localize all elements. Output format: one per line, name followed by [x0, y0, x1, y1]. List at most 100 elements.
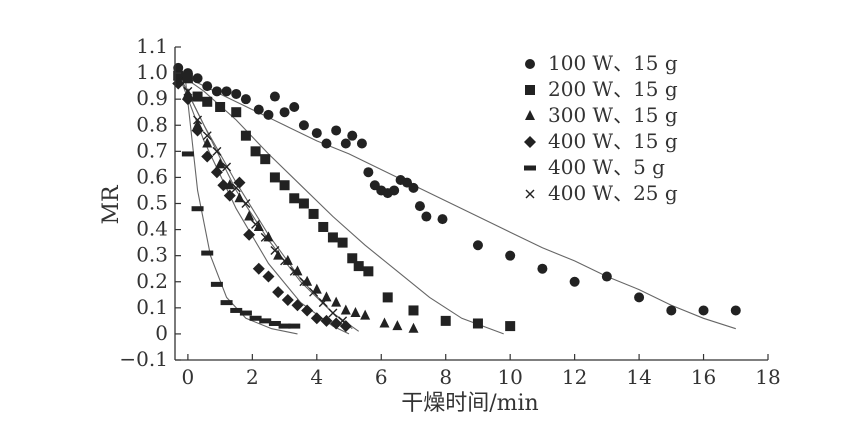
series-1-points [173, 62, 741, 316]
data-point [389, 185, 400, 196]
data-point [231, 183, 241, 193]
x-tick-label: 4 [310, 365, 323, 389]
data-point [269, 91, 280, 102]
y-tick-label: 0.8 [136, 112, 168, 136]
data-point [440, 315, 451, 326]
data-point [278, 323, 291, 329]
data-point [231, 107, 242, 118]
data-point [281, 294, 294, 307]
data-point [321, 291, 332, 302]
data-point [331, 296, 342, 307]
legend-label: 300 W、15 g [548, 103, 678, 127]
data-point [201, 250, 214, 256]
y-tick-label: 0.9 [136, 86, 168, 110]
data-point [181, 93, 194, 106]
data-point [331, 125, 342, 136]
data-point [220, 300, 233, 306]
data-point [215, 158, 226, 169]
axes: −0.100.10.20.30.40.50.60.70.80.91.01.10 2… [119, 34, 780, 389]
data-point [298, 120, 309, 131]
fit-line-series-5 [184, 73, 298, 335]
data-point [192, 91, 203, 102]
data-point [379, 317, 390, 328]
data-point [289, 266, 299, 276]
data-point [666, 305, 677, 316]
data-point [192, 73, 203, 84]
data-point [408, 305, 419, 316]
data-point [263, 109, 274, 120]
x-tick-label: 8 [439, 365, 452, 389]
y-tick-label: 1.1 [136, 34, 168, 58]
data-point [262, 270, 275, 283]
data-point [233, 176, 246, 189]
data-point [241, 199, 251, 208]
data-point [253, 104, 264, 115]
data-point [231, 88, 242, 99]
data-point [311, 128, 322, 139]
data-point [414, 201, 425, 212]
x-tick-label: 6 [375, 365, 388, 389]
legend-label: 400 W、5 g [548, 155, 665, 179]
legend-label: 200 W、15 g [548, 77, 678, 101]
data-point [249, 315, 262, 321]
data-point [240, 94, 251, 105]
data-point [269, 172, 280, 183]
data-point [173, 62, 184, 73]
data-point [308, 208, 319, 219]
data-point [210, 281, 223, 287]
data-point [291, 299, 304, 312]
series-5-points [181, 151, 301, 329]
data-point [340, 138, 351, 149]
data-point [339, 320, 352, 333]
data-point [243, 228, 256, 241]
data-point [634, 292, 645, 303]
data-point [340, 304, 351, 315]
data-point [408, 182, 419, 193]
y-tick-label: −0.1 [119, 347, 168, 371]
data-point [202, 137, 213, 148]
data-point [328, 308, 338, 318]
data-point [193, 115, 203, 125]
data-point [298, 198, 309, 209]
data-point [202, 96, 213, 107]
legend-label: 100 W、15 g [548, 51, 678, 75]
data-point [279, 107, 290, 118]
x-tick-label: 16 [691, 365, 716, 389]
data-point [350, 307, 361, 318]
y-tick-label: 0.2 [136, 269, 168, 293]
y-tick-label: 0.7 [136, 138, 168, 162]
data-point [330, 317, 343, 330]
data-point [268, 320, 281, 326]
x-tick-label: 12 [562, 365, 587, 389]
y-tick-label: 1.0 [136, 60, 168, 84]
data-point [309, 287, 319, 297]
data-point [240, 130, 251, 141]
data-point [272, 286, 285, 299]
data-point [259, 318, 272, 324]
y-tick-label: 0 [155, 321, 168, 345]
data-point [338, 316, 348, 326]
data-point [244, 210, 255, 221]
data-point [299, 277, 309, 287]
data-point [320, 314, 333, 327]
data-point [347, 253, 358, 264]
data-point [347, 130, 358, 141]
data-point [202, 81, 213, 92]
fit-line-series-4 [177, 72, 350, 335]
y-tick-label: 0.3 [136, 243, 168, 267]
data-point [279, 180, 290, 191]
data-point [211, 86, 222, 97]
data-point [221, 86, 232, 97]
data-point [698, 305, 709, 316]
data-point [301, 304, 314, 317]
y-tick-label: 0.5 [136, 191, 168, 215]
data-marks [172, 62, 741, 333]
y-tick-label: 0.1 [136, 295, 168, 319]
data-point [201, 150, 214, 163]
legend-marker [525, 85, 535, 95]
data-point [251, 219, 261, 229]
data-point [337, 237, 348, 248]
data-point [191, 206, 204, 212]
